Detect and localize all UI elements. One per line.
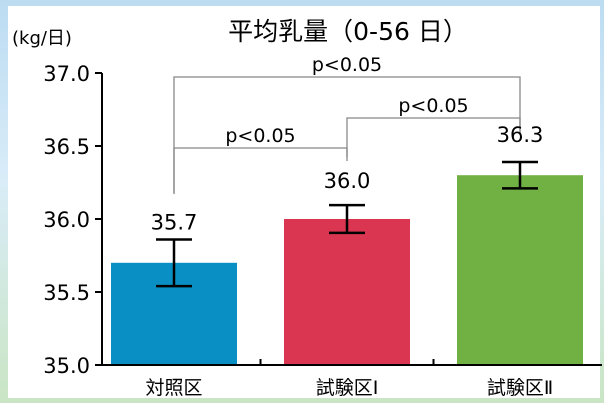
significance-label-2: p<0.05 xyxy=(225,125,295,147)
value-label-0: 35.7 xyxy=(151,210,198,234)
value-label-1: 36.0 xyxy=(324,169,371,193)
labels-layer: 対照区 試験区Ⅰ 試験区Ⅱ 35.7 36.0 36.3 xyxy=(145,123,553,399)
axes-layer: 35.0 35.5 36.0 36.5 37.0 xyxy=(43,62,602,378)
y-tick-label-3: 36.5 xyxy=(43,135,90,159)
error-bars-layer xyxy=(156,160,538,288)
x-tick-label-2: 試験区Ⅱ xyxy=(487,377,553,399)
significance-layer: p<0.05 p<0.05 p<0.05 xyxy=(173,54,521,194)
value-label-2: 36.3 xyxy=(497,123,544,147)
significance-bracket-1 xyxy=(346,117,521,157)
significance-label-0: p<0.05 xyxy=(312,54,382,76)
y-tick-label-0: 35.0 xyxy=(43,354,90,378)
significance-bracket-2 xyxy=(173,147,348,193)
y-tick-label-4: 37.0 xyxy=(43,62,90,86)
y-tick-label-2: 36.0 xyxy=(43,208,90,232)
x-tick-label-0: 対照区 xyxy=(145,377,202,399)
chart-title: 平均乳量（0-56 日） xyxy=(228,17,468,46)
significance-bracket-0 xyxy=(173,76,521,194)
y-tick-label-1: 35.5 xyxy=(43,281,90,305)
x-tick-label-1: 試験区Ⅰ xyxy=(316,377,379,399)
y-axis-label: (kg/日) xyxy=(12,28,72,49)
bar-2 xyxy=(457,175,583,365)
bar-1 xyxy=(284,219,410,365)
significance-label-1: p<0.05 xyxy=(398,95,468,117)
bars-layer xyxy=(111,175,583,365)
